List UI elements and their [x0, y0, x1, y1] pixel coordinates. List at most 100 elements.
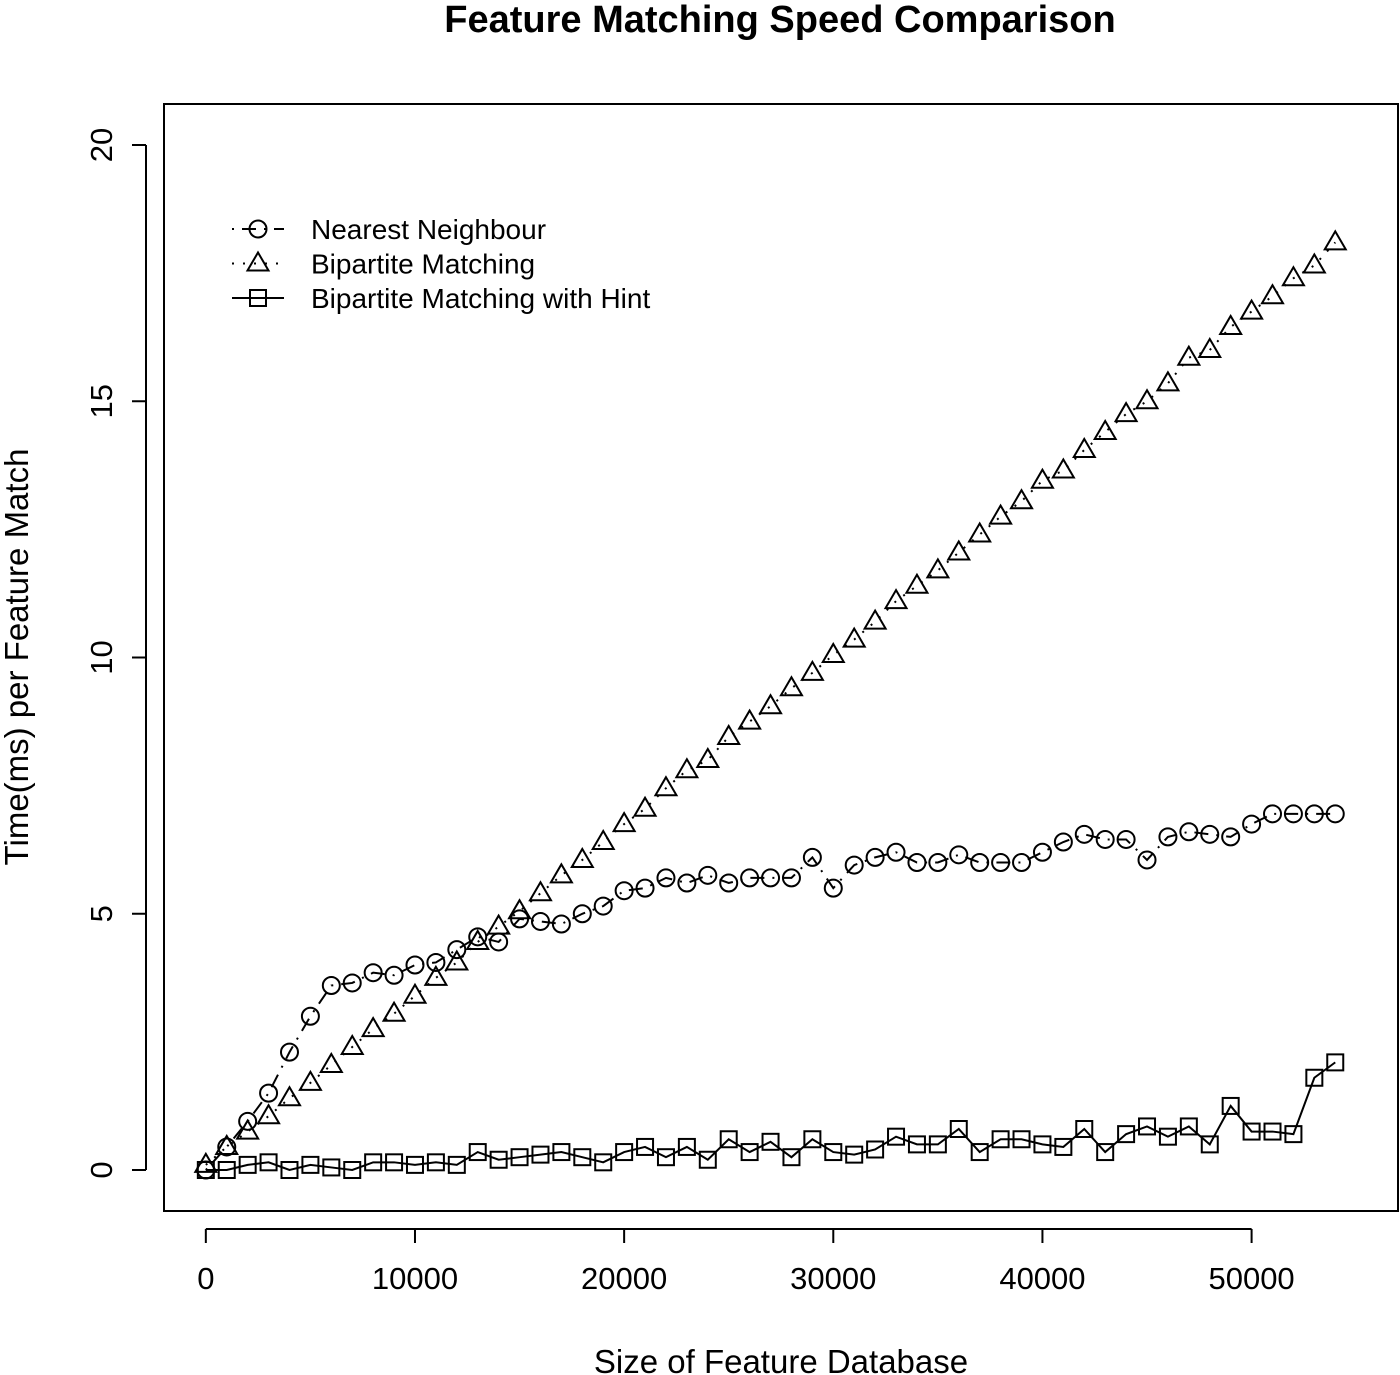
circle-marker — [656, 868, 676, 888]
square-marker — [405, 1155, 424, 1174]
triangle-marker — [214, 1133, 239, 1155]
chart-title: Feature Matching Speed Comparison — [444, 0, 1115, 41]
triangle-marker — [590, 829, 616, 850]
square-marker — [949, 1120, 968, 1138]
circle-marker — [1283, 804, 1303, 824]
square-marker — [1242, 1122, 1261, 1141]
circle-marker — [865, 847, 885, 867]
circle-marker — [363, 963, 383, 983]
legend-label: Bipartite Matching with Hint — [311, 283, 650, 314]
x-axis: 0 10000 20000 30000 40000 50000 — [197, 1228, 1295, 1296]
circle-marker — [342, 973, 362, 993]
triangle-marker — [821, 641, 846, 663]
legend-square-marker — [249, 289, 267, 307]
triangle-marker — [1113, 401, 1139, 423]
circle-marker — [928, 853, 948, 872]
square-marker — [217, 1161, 236, 1179]
circle-marker — [781, 868, 801, 888]
square-marker — [1096, 1143, 1115, 1162]
circle-marker — [1304, 804, 1324, 824]
square-marker — [510, 1148, 529, 1167]
triangle-marker — [339, 1034, 365, 1055]
square-marker — [1075, 1120, 1094, 1138]
square-marker — [489, 1150, 508, 1169]
circle-marker — [279, 1042, 299, 1062]
square-marker — [740, 1143, 759, 1162]
triangle-marker — [1197, 337, 1223, 358]
square-marker — [322, 1158, 341, 1177]
circle-marker — [468, 927, 488, 947]
circle-marker — [677, 873, 697, 893]
square-marker — [1200, 1135, 1219, 1154]
square-marker — [301, 1155, 320, 1174]
triangle-marker — [1009, 488, 1034, 510]
triangle-marker — [319, 1051, 344, 1073]
triangle-marker — [967, 521, 992, 543]
series-bipartite-matching-with-hint — [196, 1053, 1345, 1179]
square-marker — [238, 1155, 257, 1174]
triangle-marker — [653, 775, 679, 797]
circle-marker — [823, 878, 843, 898]
circle-marker — [384, 965, 404, 985]
circle-marker — [259, 1083, 279, 1103]
square-marker — [677, 1137, 696, 1156]
circle-marker — [970, 853, 990, 872]
square-marker — [1284, 1125, 1303, 1144]
series-bipartite-matching — [193, 229, 1348, 1173]
square-marker — [824, 1143, 843, 1162]
square-marker — [385, 1153, 404, 1172]
circle-marker — [949, 845, 969, 865]
square-marker — [1179, 1117, 1198, 1136]
legend-entry: Bipartite Matching — [232, 249, 535, 280]
square-marker — [866, 1140, 885, 1159]
y-tick-label: 5 — [84, 905, 119, 922]
square-marker — [364, 1153, 383, 1172]
square-marker — [447, 1155, 466, 1174]
circle-marker — [1200, 824, 1220, 844]
circle-marker — [1095, 829, 1115, 849]
square-marker — [1138, 1117, 1157, 1136]
circle-marker — [1137, 850, 1157, 870]
circle-marker — [1242, 814, 1262, 834]
circle-marker — [886, 842, 906, 862]
triangle-marker — [946, 539, 972, 561]
triangle-marker — [779, 675, 804, 697]
circle-marker — [1032, 842, 1052, 862]
triangle-marker — [716, 723, 741, 745]
legend-circle-marker — [248, 219, 268, 239]
circle-marker — [1221, 827, 1241, 847]
triangle-marker — [256, 1103, 281, 1125]
x-tick-label: 20000 — [581, 1261, 667, 1296]
triangle-marker — [695, 747, 721, 768]
circle-marker — [1179, 822, 1199, 842]
triangle-marker — [862, 608, 888, 630]
x-tick-label: 0 — [197, 1261, 214, 1296]
square-marker — [1221, 1096, 1240, 1115]
circle-marker — [551, 914, 571, 934]
square-marker — [1012, 1130, 1031, 1149]
square-marker — [1054, 1137, 1073, 1156]
circle-marker — [844, 855, 864, 875]
square-marker — [1033, 1135, 1052, 1154]
square-marker — [196, 1161, 215, 1179]
square-marker — [468, 1143, 487, 1162]
circle-marker — [635, 878, 655, 898]
circle-marker — [321, 976, 341, 995]
y-axis-label: Time(ms) per Feature Match — [0, 449, 35, 866]
circle-marker — [1158, 827, 1178, 847]
circle-marker — [802, 847, 822, 867]
circle-marker — [238, 1111, 258, 1131]
triangle-marker — [1092, 419, 1118, 440]
triangle-marker — [549, 862, 574, 884]
square-marker — [280, 1161, 299, 1179]
triangle-marker — [381, 1000, 407, 1022]
square-marker — [636, 1137, 655, 1156]
square-marker — [573, 1148, 592, 1167]
circle-marker — [698, 865, 718, 885]
square-marker — [928, 1135, 947, 1154]
series-line — [205, 812, 1336, 1171]
circle-marker — [1012, 853, 1032, 872]
triangle-marker — [486, 913, 511, 935]
y-tick-label: 20 — [84, 128, 119, 162]
